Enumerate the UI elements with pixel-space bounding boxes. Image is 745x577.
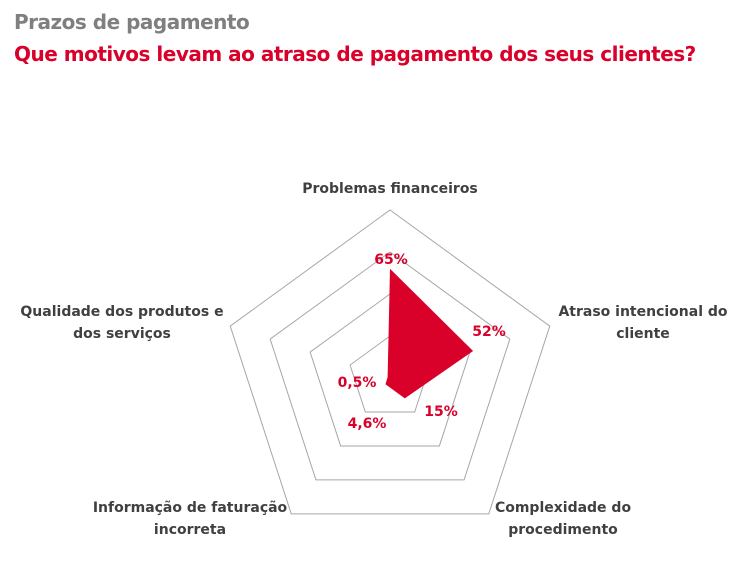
axis-label: Qualidade dos produtos e (20, 304, 223, 320)
axis-label: Complexidade do (495, 500, 632, 516)
value-label: 52% (472, 324, 506, 340)
grid-ring (269, 251, 511, 481)
axis-label: dos serviços (73, 326, 171, 342)
axis-label: procedimento (508, 522, 618, 538)
value-label: 4,6% (348, 416, 387, 432)
axis-label: Atraso intencional do (558, 304, 727, 320)
page-title: Prazos de pagamento (14, 10, 250, 34)
grid-ring (229, 209, 551, 515)
data-area (385, 268, 474, 399)
axis-label: Problemas financeiros (302, 181, 478, 197)
value-label: 65% (374, 252, 408, 268)
chart-question: Que motivos levam ao atraso de pagamento… (14, 42, 696, 66)
value-label: 15% (424, 404, 458, 420)
value-label: 0,5% (338, 375, 377, 391)
axis-label: Informação de faturação (93, 500, 288, 516)
axis-label: incorreta (154, 522, 226, 538)
axis-label: cliente (616, 326, 670, 342)
